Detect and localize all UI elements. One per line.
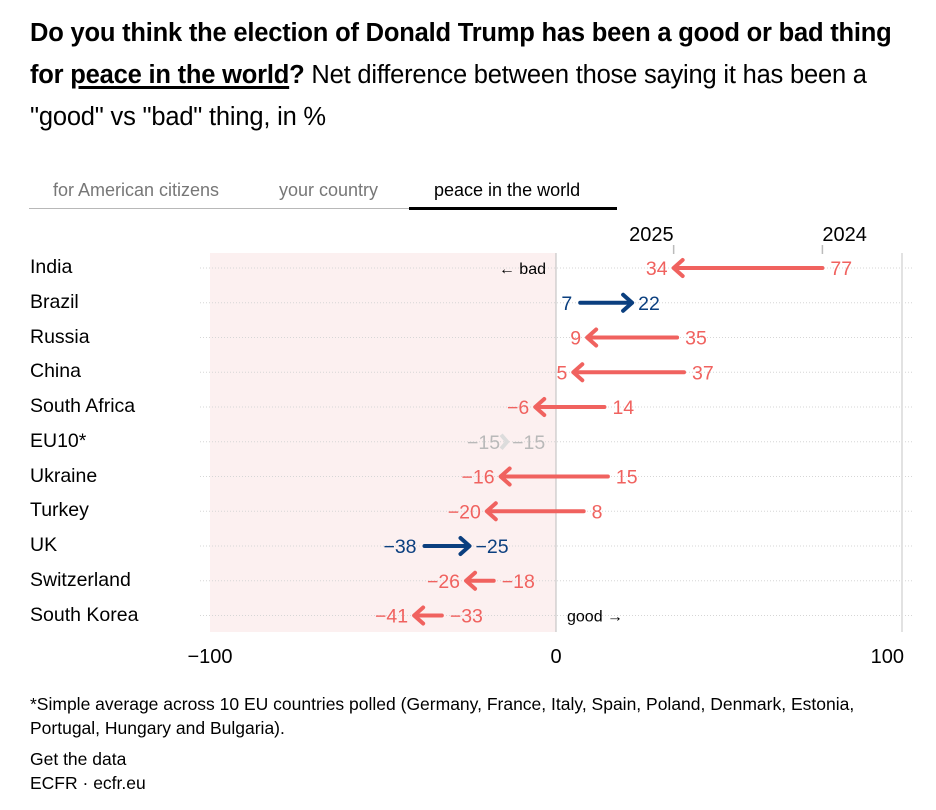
change-arrow-head — [621, 292, 635, 313]
value-label-2025: −25 — [476, 536, 509, 558]
good-direction-label: good → — [567, 609, 623, 626]
topic-tabs: for American citizens your country peace… — [29, 178, 617, 210]
country-label: Russia — [30, 325, 90, 348]
arrow-chart: ← bad good → 34 77 22 7 9 35 5 37 −6 14 −15 −15 −16 15 −… — [187, 224, 912, 668]
change-arrow-head — [464, 570, 478, 591]
chart-subtitle: Net difference between those saying it h… — [30, 61, 867, 131]
change-arrow-head — [585, 327, 599, 348]
bad-direction-label: ← bad — [499, 261, 546, 278]
value-label-2024: 77 — [830, 258, 852, 280]
x-tick-label: 100 — [871, 646, 904, 668]
change-arrow-head — [412, 605, 426, 626]
value-label-2025: −26 — [427, 571, 460, 593]
value-label-2025: −16 — [462, 467, 495, 489]
series-label-2025: 2025 — [629, 224, 674, 246]
value-label-2025: 34 — [646, 258, 668, 280]
title-question-mark: ? — [289, 61, 305, 89]
tab-peace-in-the-world[interactable]: peace in the world — [434, 180, 581, 200]
country-label: Switzerland — [30, 568, 131, 591]
country-label: South Korea — [30, 603, 139, 626]
active-tab-indicator — [409, 207, 617, 210]
series-label-2024: 2024 — [822, 224, 867, 246]
get-the-data-link[interactable]: Get the data — [30, 749, 127, 769]
country-label: EU10* — [30, 429, 87, 452]
value-label-2024: −33 — [450, 606, 483, 628]
value-label-2024: 37 — [692, 362, 714, 384]
source-credit: ECFR · ecfr.eu — [30, 773, 146, 793]
change-arrow-head — [498, 466, 512, 487]
change-arrow-head — [671, 258, 685, 278]
value-label-2024: −38 — [383, 536, 416, 558]
change-arrow-head — [571, 362, 585, 383]
value-label-2024: 7 — [561, 293, 572, 315]
change-arrow-head — [458, 536, 472, 556]
title-topic: peace in the world — [70, 61, 290, 89]
value-label-2025: −15 — [467, 432, 500, 454]
negative-zone-band — [210, 253, 556, 632]
country-label: Brazil — [30, 290, 79, 313]
value-label-2024: 14 — [612, 397, 634, 419]
tab-american-citizens[interactable]: for American citizens — [53, 180, 220, 200]
tab-your-country[interactable]: your country — [279, 180, 379, 200]
value-label-2024: 8 — [592, 501, 603, 523]
value-label-2025: −20 — [448, 501, 481, 523]
country-label: Turkey — [30, 499, 89, 522]
country-label: South Africa — [30, 395, 136, 417]
country-label: China — [30, 360, 81, 383]
value-label-2025: 5 — [556, 362, 567, 384]
x-tick-label: −100 — [187, 646, 232, 668]
title-question: Do you think the election of Donald Trum… — [30, 19, 892, 89]
unchanged-marker — [499, 433, 510, 451]
country-label: Ukraine — [30, 464, 98, 487]
chart-title: Do you think the election of Donald Trum… — [30, 12, 920, 138]
value-label-2025: 9 — [570, 328, 581, 350]
value-label-2025: −6 — [507, 397, 529, 419]
value-label-2024: −18 — [502, 571, 535, 593]
change-arrow-head — [484, 501, 498, 522]
country-label: UK — [30, 534, 58, 556]
value-label-2024: 15 — [616, 467, 638, 489]
value-label-2024: 35 — [685, 328, 707, 350]
value-label-2025: −41 — [375, 606, 408, 628]
footnote: *Simple average across 10 EU countries p… — [30, 694, 855, 738]
value-label-2024: −15 — [512, 432, 545, 454]
country-label: India — [30, 256, 73, 278]
x-tick-label: 0 — [550, 646, 561, 668]
value-label-2025: 22 — [638, 293, 660, 315]
change-arrow-head — [533, 397, 547, 417]
